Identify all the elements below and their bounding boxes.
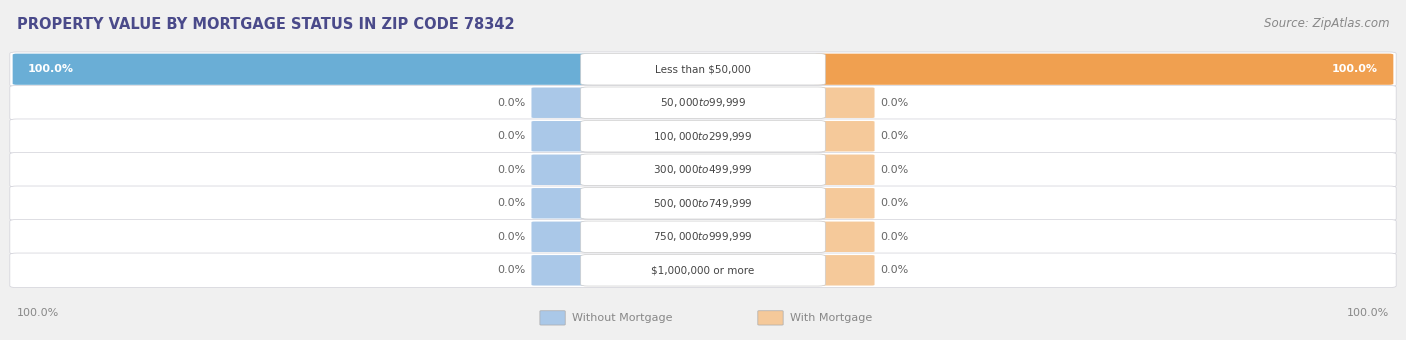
- Text: 0.0%: 0.0%: [880, 165, 908, 175]
- Text: With Mortgage: With Mortgage: [790, 313, 872, 323]
- FancyBboxPatch shape: [581, 154, 825, 186]
- FancyBboxPatch shape: [581, 221, 825, 253]
- Text: 0.0%: 0.0%: [498, 98, 526, 108]
- FancyBboxPatch shape: [10, 85, 1396, 120]
- Text: 100.0%: 100.0%: [28, 64, 75, 74]
- FancyBboxPatch shape: [10, 153, 1396, 187]
- FancyBboxPatch shape: [531, 188, 591, 219]
- Text: 100.0%: 100.0%: [1331, 64, 1378, 74]
- FancyBboxPatch shape: [13, 54, 592, 85]
- FancyBboxPatch shape: [581, 53, 825, 85]
- FancyBboxPatch shape: [815, 188, 875, 219]
- Text: 0.0%: 0.0%: [498, 165, 526, 175]
- FancyBboxPatch shape: [581, 120, 825, 152]
- Text: PROPERTY VALUE BY MORTGAGE STATUS IN ZIP CODE 78342: PROPERTY VALUE BY MORTGAGE STATUS IN ZIP…: [17, 17, 515, 32]
- FancyBboxPatch shape: [581, 87, 825, 118]
- Text: 0.0%: 0.0%: [498, 232, 526, 242]
- Text: 0.0%: 0.0%: [880, 98, 908, 108]
- FancyBboxPatch shape: [758, 311, 783, 325]
- FancyBboxPatch shape: [531, 255, 591, 286]
- Text: 0.0%: 0.0%: [880, 131, 908, 141]
- FancyBboxPatch shape: [815, 222, 875, 252]
- FancyBboxPatch shape: [815, 121, 875, 152]
- FancyBboxPatch shape: [581, 188, 825, 219]
- FancyBboxPatch shape: [581, 255, 825, 286]
- Text: 0.0%: 0.0%: [880, 265, 908, 275]
- Text: $500,000 to $749,999: $500,000 to $749,999: [654, 197, 752, 210]
- FancyBboxPatch shape: [10, 52, 1396, 86]
- FancyBboxPatch shape: [10, 186, 1396, 221]
- FancyBboxPatch shape: [815, 155, 875, 185]
- FancyBboxPatch shape: [815, 255, 875, 286]
- Text: 0.0%: 0.0%: [498, 198, 526, 208]
- FancyBboxPatch shape: [531, 222, 591, 252]
- Text: 0.0%: 0.0%: [498, 265, 526, 275]
- Text: $300,000 to $499,999: $300,000 to $499,999: [654, 163, 752, 176]
- FancyBboxPatch shape: [10, 220, 1396, 254]
- Text: 0.0%: 0.0%: [880, 232, 908, 242]
- FancyBboxPatch shape: [531, 121, 591, 152]
- FancyBboxPatch shape: [540, 311, 565, 325]
- FancyBboxPatch shape: [814, 54, 1393, 85]
- FancyBboxPatch shape: [10, 253, 1396, 288]
- FancyBboxPatch shape: [815, 87, 875, 118]
- FancyBboxPatch shape: [10, 119, 1396, 154]
- Text: $50,000 to $99,999: $50,000 to $99,999: [659, 96, 747, 109]
- FancyBboxPatch shape: [531, 155, 591, 185]
- Text: $750,000 to $999,999: $750,000 to $999,999: [654, 230, 752, 243]
- FancyBboxPatch shape: [531, 87, 591, 118]
- Text: 100.0%: 100.0%: [1347, 308, 1389, 318]
- Text: Without Mortgage: Without Mortgage: [572, 313, 672, 323]
- Text: Source: ZipAtlas.com: Source: ZipAtlas.com: [1264, 17, 1389, 30]
- Text: 0.0%: 0.0%: [498, 131, 526, 141]
- Text: $1,000,000 or more: $1,000,000 or more: [651, 265, 755, 275]
- Text: 0.0%: 0.0%: [880, 198, 908, 208]
- Text: 100.0%: 100.0%: [17, 308, 59, 318]
- Text: Less than $50,000: Less than $50,000: [655, 64, 751, 74]
- Text: $100,000 to $299,999: $100,000 to $299,999: [654, 130, 752, 143]
